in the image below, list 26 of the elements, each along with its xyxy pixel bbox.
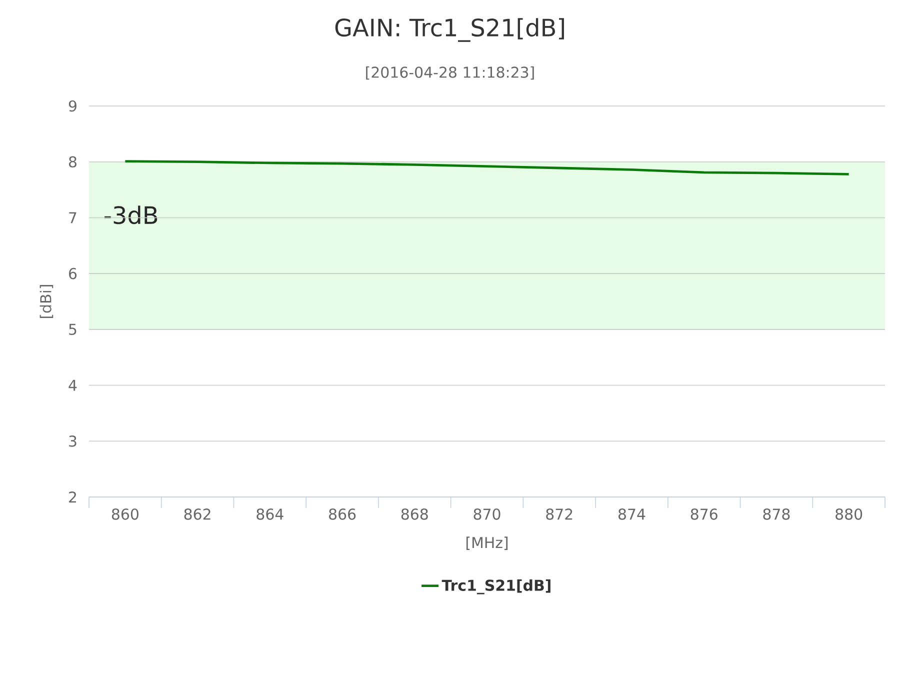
x-tick-label: 860 bbox=[112, 508, 138, 520]
chart-subtitle: [2016-04-28 11:18:23] bbox=[366, 66, 534, 80]
x-tick-label: 878 bbox=[763, 508, 790, 520]
x-tick-label: 868 bbox=[401, 508, 428, 520]
x-tick-label: 880 bbox=[836, 508, 862, 520]
y-tick-label: 3 bbox=[69, 435, 76, 447]
chart-title: GAIN: Trc1_S21[dB] bbox=[335, 18, 564, 42]
y-tick-label: 5 bbox=[69, 324, 76, 335]
y-tick-label: 4 bbox=[68, 380, 77, 391]
legend-label: Trc1_S21[dB] bbox=[442, 579, 550, 594]
y-tick-label: 2 bbox=[69, 491, 76, 503]
y-axis-title: [dBi] bbox=[40, 285, 54, 318]
x-tick-label: 876 bbox=[690, 508, 718, 520]
x-axis-title: [MHz] bbox=[466, 536, 508, 550]
x-tick-label: 862 bbox=[184, 508, 210, 520]
y-tick-label: 6 bbox=[69, 268, 77, 280]
x-tick-label: 874 bbox=[618, 508, 646, 520]
x-tick-label: 866 bbox=[329, 508, 356, 520]
x-tick-label: 864 bbox=[256, 508, 284, 520]
x-tick-label: 870 bbox=[474, 508, 500, 520]
y-tick-label: 9 bbox=[68, 100, 76, 112]
y-tick-label: 7 bbox=[69, 212, 76, 224]
band-label: -3dB bbox=[104, 206, 158, 224]
x-tick-label: 872 bbox=[546, 508, 572, 520]
y-tick-label: 8 bbox=[68, 156, 76, 168]
line-series bbox=[124, 160, 850, 176]
